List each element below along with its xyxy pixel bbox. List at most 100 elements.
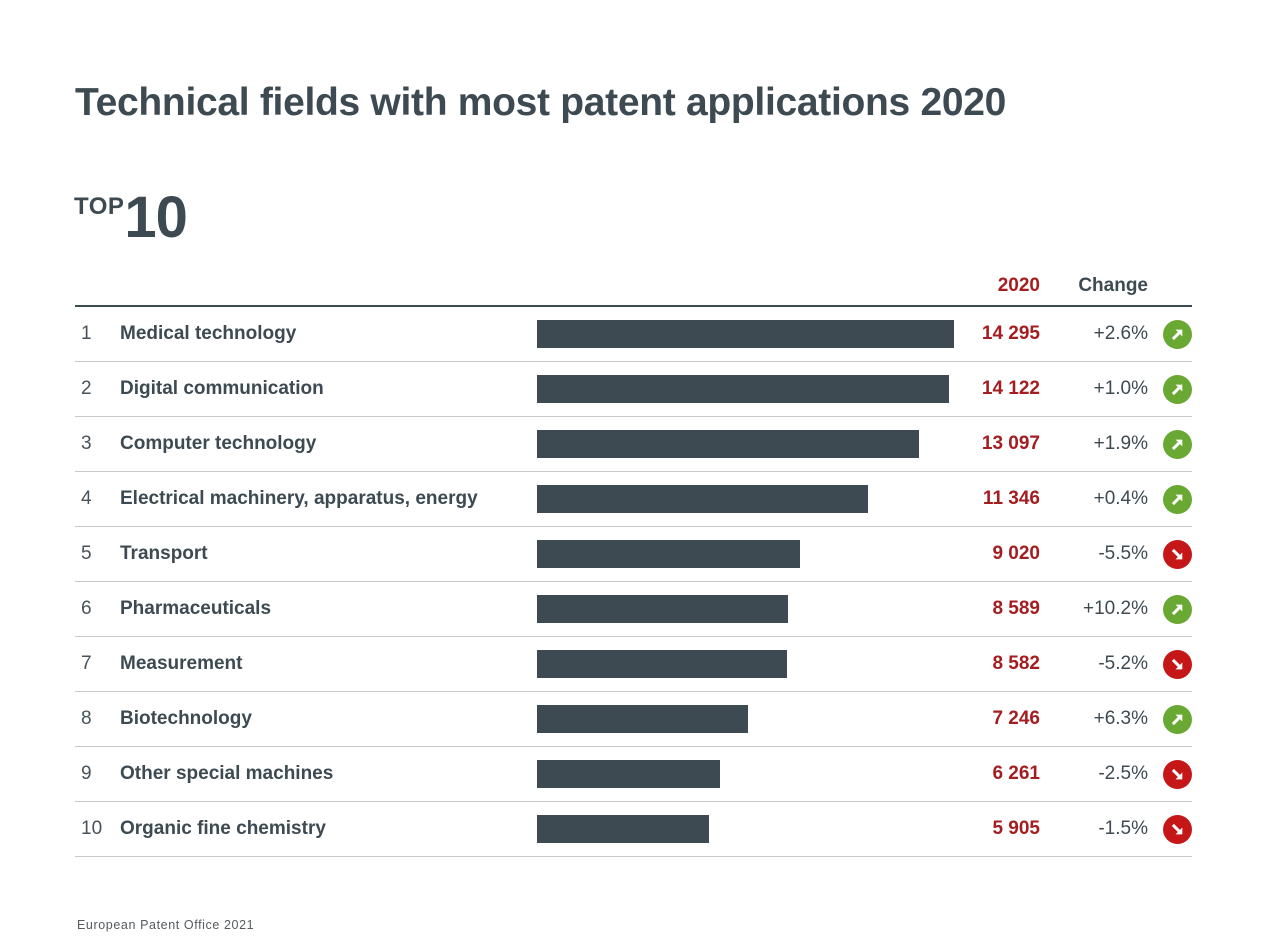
field-label: Pharmaceuticals [120,598,272,619]
field-label: Digital communication [120,378,324,399]
value-bar [537,430,919,458]
field-label: Transport [120,543,208,564]
field-label: Other special machines [120,763,334,784]
field-label: Electrical machinery, apparatus, energy [120,488,478,509]
value-2020: 5 905 [992,818,1040,839]
change-percent: +2.6% [1093,323,1148,344]
value-bar [537,595,788,623]
trend-up-icon [1163,594,1192,624]
trend-icon-cell [1148,484,1192,514]
trend-down-icon [1163,649,1192,679]
value-bar [537,540,800,568]
trend-down-icon [1163,814,1192,844]
top-badge-number: 10 [124,185,188,250]
value-bar [537,485,868,513]
field-label: Organic fine chemistry [120,818,326,839]
trend-up-icon [1163,429,1192,459]
table-body: 1 Medical technology 14 295 +2.6% 2 Digi… [75,307,1192,857]
change-percent: +10.2% [1083,598,1148,619]
trend-icon-cell [1148,759,1192,789]
change-percent: -5.2% [1098,653,1148,674]
rank-number: 5 [81,543,92,564]
table-row: 2 Digital communication 14 122 +1.0% [75,362,1192,417]
value-bar [537,705,748,733]
table-row: 10 Organic fine chemistry 5 905 -1.5% [75,802,1192,857]
table-row: 3 Computer technology 13 097 +1.9% [75,417,1192,472]
bar-cell [537,595,962,623]
value-bar [537,650,787,678]
top-badge-word: TOP [74,193,125,220]
value-2020: 11 346 [982,488,1040,509]
value-2020: 8 582 [992,653,1040,674]
table-row: 7 Measurement 8 582 -5.2% [75,637,1192,692]
rank-number: 2 [81,378,92,399]
table-row: 8 Biotechnology 7 246 +6.3% [75,692,1192,747]
field-label: Biotechnology [120,708,252,729]
value-2020: 9 020 [992,543,1040,564]
table-row: 5 Transport 9 020 -5.5% [75,527,1192,582]
table-row: 4 Electrical machinery, apparatus, energ… [75,472,1192,527]
value-2020: 7 246 [992,708,1040,729]
change-percent: -2.5% [1098,763,1148,784]
bar-cell [537,650,962,678]
table-header-row: 2020 Change [75,271,1192,307]
page-title: Technical fields with most patent applic… [75,81,1007,124]
bar-cell [537,485,962,513]
value-2020: 6 261 [992,763,1040,784]
header-change: Change [1078,275,1148,296]
rank-number: 4 [81,488,92,509]
bar-cell [537,430,962,458]
rank-number: 9 [81,763,92,784]
value-2020: 14 122 [981,378,1040,399]
ranking-table: 2020 Change 1 Medical technology 14 295 … [75,271,1192,857]
bar-cell [537,320,962,348]
trend-up-icon [1163,704,1192,734]
trend-icon-cell [1148,374,1192,404]
field-label: Computer technology [120,433,317,454]
rank-number: 3 [81,433,92,454]
trend-icon-cell [1148,594,1192,624]
change-percent: -5.5% [1098,543,1148,564]
bar-cell [537,705,962,733]
change-percent: +1.0% [1093,378,1148,399]
change-percent: +6.3% [1093,708,1148,729]
trend-up-icon [1163,319,1192,349]
rank-number: 1 [81,323,92,344]
change-percent: -1.5% [1098,818,1148,839]
table-row: 6 Pharmaceuticals 8 589 +10.2% [75,582,1192,637]
table-row: 1 Medical technology 14 295 +2.6% [75,307,1192,362]
rank-number: 6 [81,598,92,619]
rank-number: 7 [81,653,92,674]
value-bar [537,375,949,403]
trend-icon-cell [1148,814,1192,844]
change-percent: +0.4% [1093,488,1148,509]
trend-icon-cell [1148,429,1192,459]
table-row: 9 Other special machines 6 261 -2.5% [75,747,1192,802]
header-year-2020: 2020 [997,275,1040,296]
trend-icon-cell [1148,539,1192,569]
field-label: Measurement [120,653,243,674]
trend-icon-cell [1148,319,1192,349]
trend-icon-cell [1148,704,1192,734]
bar-cell [537,375,962,403]
bar-cell [537,760,962,788]
value-bar [537,815,709,843]
change-percent: +1.9% [1093,433,1148,454]
value-2020: 13 097 [981,433,1040,454]
bar-cell [537,540,962,568]
value-2020: 14 295 [981,323,1040,344]
rank-number: 10 [81,818,103,839]
value-bar [537,320,954,348]
field-label: Medical technology [120,323,297,344]
trend-up-icon [1163,374,1192,404]
trend-up-icon [1163,484,1192,514]
value-2020: 8 589 [992,598,1040,619]
source-attribution: European Patent Office 2021 [77,918,255,932]
value-bar [537,760,720,788]
trend-down-icon [1163,759,1192,789]
rank-number: 8 [81,708,92,729]
trend-down-icon [1163,539,1192,569]
trend-icon-cell [1148,649,1192,679]
bar-cell [537,815,962,843]
